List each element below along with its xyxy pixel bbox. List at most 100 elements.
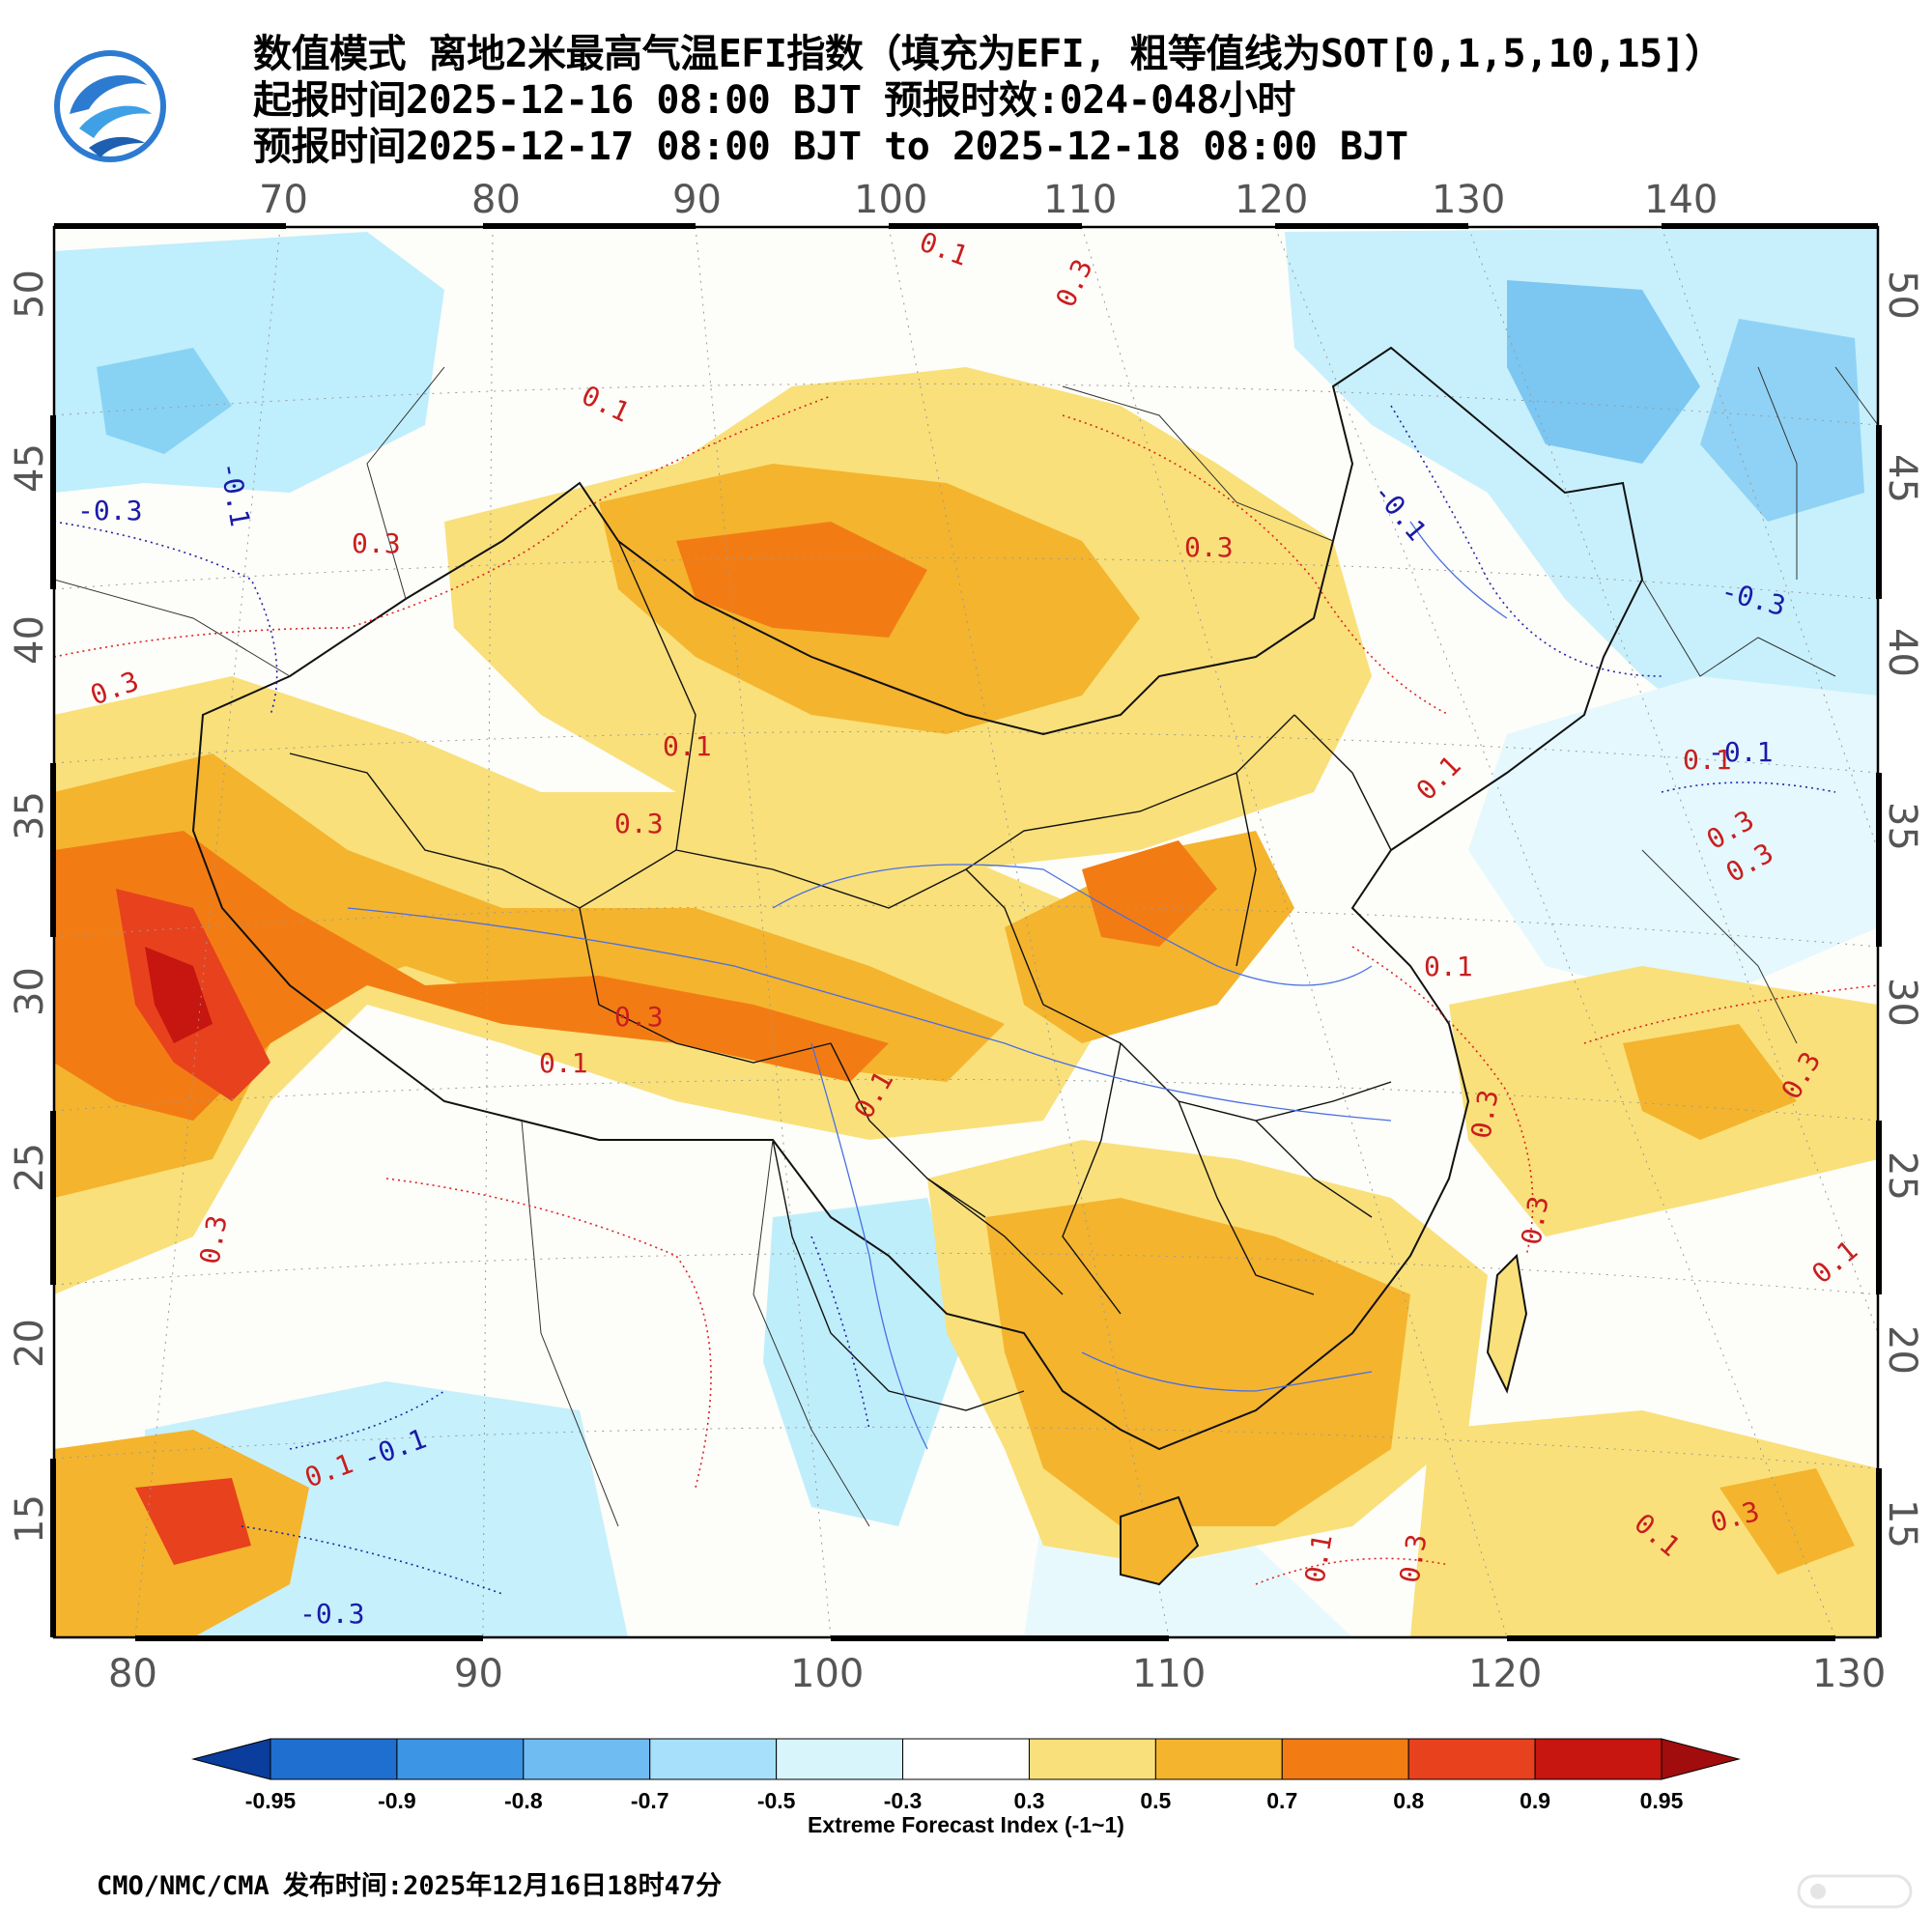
lat-label: 30 [8,967,52,1016]
colorbar-swatch [649,1738,778,1780]
cool-region-northeast-core-2 [1700,319,1864,522]
colorbar-tick-label: 0.95 [1640,1788,1684,1813]
top-lon-label: 120 [1235,178,1308,222]
colorbar-tick-label: 0.7 [1266,1788,1297,1813]
footer-issued: 发布时间:2025年12月16日18时47分 [282,1871,723,1901]
top-lon-label: 110 [1043,178,1117,222]
colorbar-swatch [1534,1738,1662,1780]
warm-region-mongolia-hot [676,522,927,638]
graticule [54,227,1878,1637]
frame-ticks [50,223,1882,1641]
cool-region-east-sea [1468,676,1878,1005]
footer: CMO/NMC/CMA 发布时间:2025年12月16日18时47分 [97,1864,735,1902]
title-line-2: 起报时间2025-12-16 08:00 BJT 预报时效:024-048小时 [253,78,1295,123]
lat-label: 15 [1880,1499,1924,1548]
colorbar-tick-label: 0.8 [1393,1788,1424,1813]
warm-region-philippine-sea [1410,1410,1878,1637]
cool-region-northeast-core [1507,280,1700,464]
bottom-lon-label: 110 [1132,1652,1206,1690]
efi-map: -0.3 -0.1 0.3 0.1 0.3 0.1 0.3 0.3 0.1 0.… [8,178,1924,1690]
top-lon-label: 130 [1432,178,1505,222]
warm-region-west-core [54,753,1005,1198]
top-lon-label: 90 [672,178,722,222]
lat-label: 35 [1880,802,1924,851]
colorbar-swatch [270,1738,398,1780]
contour-label: 0.1 [1424,951,1473,982]
china-border [191,346,1644,1451]
lat-label: 25 [1880,1151,1924,1201]
colorbar-swatch [1154,1738,1283,1780]
top-lon-label: 80 [471,178,521,222]
colorbar-tick-label: -0.3 [884,1788,923,1813]
warm-region-india-hot [135,1478,251,1565]
bottom-lon-label: 90 [454,1652,503,1690]
warm-region-philippine-core [1719,1468,1855,1575]
lat-label: 15 [8,1494,52,1544]
colorbar: -0.95 -0.9 -0.8 -0.7 -0.5 -0.3 0.3 0.5 0.7 0.8 0.9… [191,1738,1741,1813]
colorbar-tick-label: 0.5 [1140,1788,1171,1813]
colorbar-swatch [902,1738,1030,1780]
colorbar-tick-label: 0.3 [1013,1788,1044,1813]
colorbar-tick-label: -0.8 [504,1788,543,1813]
top-lon-labels: 70 80 90 100 110 120 130 140 [259,178,1718,222]
contour-label: 0.1 [663,730,712,762]
efi-contours [54,395,1878,1595]
bottom-lon-label: 130 [1812,1652,1886,1690]
cool-region-northwest-core [97,348,232,454]
colorbar-swatch [776,1738,904,1780]
left-lat-labels: 50 45 40 35 30 25 20 15 [8,270,52,1544]
colorbar-arrow-high [1661,1738,1741,1780]
right-lat-labels: 50 45 40 35 30 25 20 15 [1880,270,1924,1548]
colorbar-tick-label: -0.5 [757,1788,796,1813]
bottom-lon-label: 100 [790,1652,864,1690]
colorbar-tick-label: -0.9 [378,1788,416,1813]
contour-label: 0.1 [1683,744,1732,776]
cma-logo [54,50,166,162]
colorbar-swatch [396,1738,525,1780]
taiwan-island [1486,1253,1528,1394]
lat-label: 40 [8,615,52,665]
title-line-1: 数值模式 离地2米最高气温EFI指数（填充为EFI, 粗等值线为SOT[0,1,… [253,32,1723,76]
lat-label: 35 [8,791,52,840]
map-fill-layer: -0.3 -0.1 0.3 0.1 0.3 0.1 0.3 0.3 0.1 0.… [54,227,1878,1637]
lat-label: 25 [8,1143,52,1192]
colorbar-title: Extreme Forecast Index (-1~1) [808,1812,1124,1837]
colorbar-swatch [1407,1738,1536,1780]
hainan-island [1120,1495,1200,1586]
lat-label: 20 [8,1319,52,1368]
bottom-lon-labels: 80 90 100 110 120 130 [108,1652,1886,1690]
lat-label: 40 [1880,628,1924,677]
colorbar-arrow-low [191,1738,271,1780]
lat-label: 50 [1880,270,1924,320]
colorbar-tick-label: 0.9 [1520,1788,1550,1813]
colorbar-swatch [1281,1738,1409,1780]
lat-label: 30 [1880,978,1924,1027]
watermark-icon [1797,1874,1913,1909]
top-lon-label: 70 [259,178,308,222]
warm-region-south-china-core [985,1198,1410,1526]
colorbar-swatch [1028,1738,1156,1780]
title-block: 数值模式 离地2米最高气温EFI指数（填充为EFI, 粗等值线为SOT[0,1,… [253,31,1915,170]
top-lon-label: 140 [1644,178,1718,222]
contour-label: 0.3 [614,1001,664,1033]
contour-label: -0.1 [1708,736,1773,768]
top-lon-label: 100 [854,178,927,222]
colorbar-tick-label: -0.7 [631,1788,669,1813]
contour-label: -0.3 [299,1598,364,1630]
warm-region-north-china-hot [1082,840,1217,947]
lat-label: 45 [1880,454,1924,503]
lat-label: 20 [1880,1325,1924,1375]
contour-label: -0.3 [77,495,142,526]
bottom-lon-label: 120 [1468,1652,1542,1690]
contour-label: 0.3 [1184,531,1234,563]
title-line-3: 预报时间2025-12-17 08:00 BJT to 2025-12-18 0… [253,125,1408,169]
province-borders [289,540,1392,1411]
contour-label: 0.3 [614,808,664,839]
warm-region-tibet-hottest [145,947,213,1043]
colorbar-swatch [523,1738,651,1780]
lat-label: 45 [8,443,52,493]
rivers [347,521,1508,1450]
colorbar-tick-label: -0.95 [245,1788,297,1813]
contour-label: 0.1 [539,1047,588,1079]
bottom-lon-label: 80 [108,1652,157,1690]
